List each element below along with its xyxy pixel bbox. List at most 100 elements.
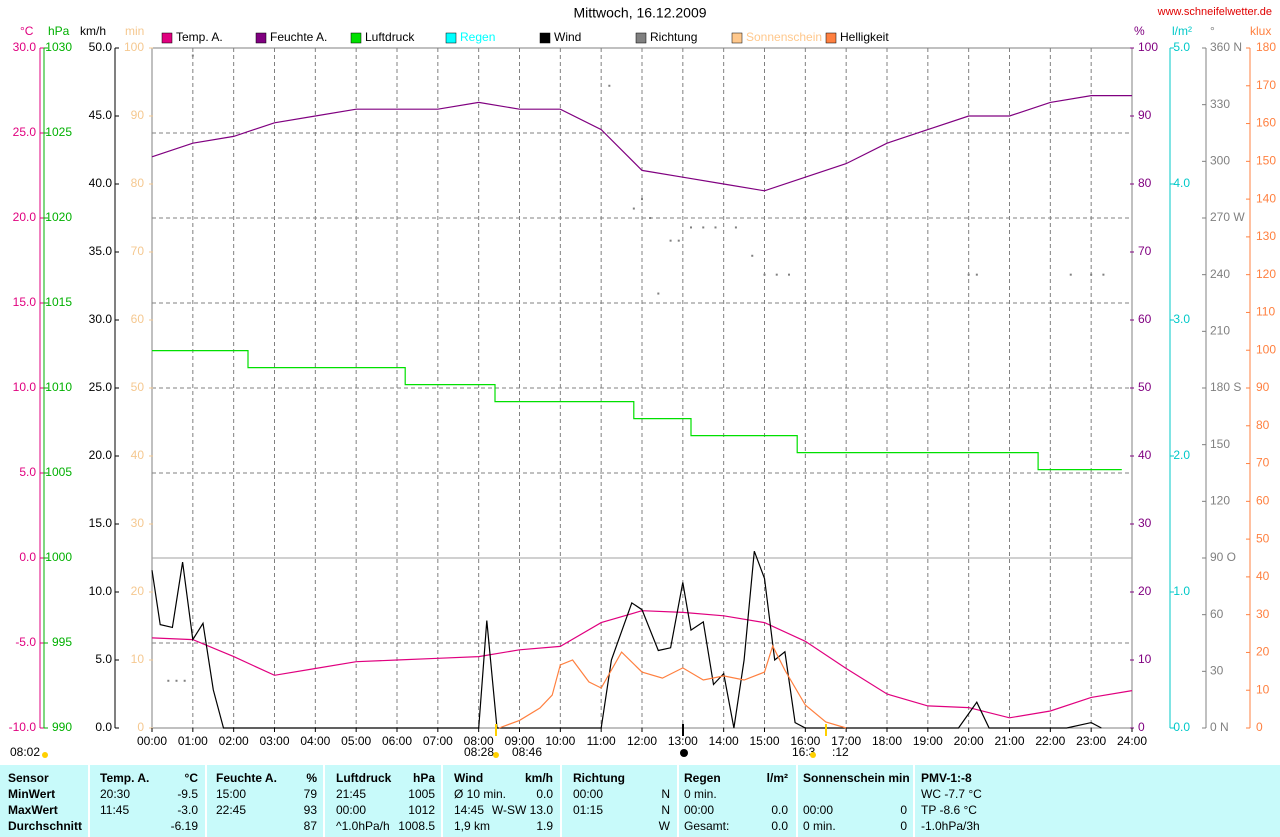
series-line — [152, 350, 1122, 471]
y-tick-label: 30 — [1138, 516, 1152, 530]
legend-swatch — [539, 32, 551, 44]
x-tick-label: 00:00 — [137, 734, 167, 748]
column-separator — [205, 765, 207, 837]
legend-swatch — [825, 32, 837, 44]
table-cell: 0.0 — [771, 803, 788, 817]
y-tick-label: 30 — [1210, 664, 1224, 678]
table-cell: 20:30 — [100, 787, 131, 801]
y-tick-label: 130 — [1256, 229, 1276, 243]
sun-time-label: 16:3 — [792, 745, 816, 759]
y-tick-label: 25.0 — [13, 125, 37, 139]
sun-time-label: 08:28 — [464, 745, 494, 759]
direction-dot — [167, 679, 170, 682]
direction-dot — [175, 679, 178, 682]
y-tick-label: 30.0 — [89, 312, 113, 326]
axis-unit: min — [125, 24, 144, 38]
y-tick-label: 100 — [1138, 40, 1158, 54]
legend-label: Regen — [460, 30, 495, 44]
y-tick-label: 1.0 — [1173, 584, 1190, 598]
y-tick-label: 10.0 — [13, 380, 37, 394]
sun-icon — [810, 752, 816, 758]
y-tick-label: 45.0 — [89, 108, 113, 122]
table-cell: 15:00 — [216, 787, 247, 801]
y-tick-label: 90 O — [1210, 550, 1236, 564]
chart: Mittwoch, 16.12.2009 www.schneifelwetter… — [9, 5, 1277, 759]
direction-dot — [690, 226, 692, 229]
y-tick-label: 10.0 — [89, 584, 113, 598]
direction-dot — [191, 54, 194, 57]
x-tick-label: 23:00 — [1076, 734, 1106, 748]
y-tick-label: 90 — [1256, 380, 1270, 394]
column-separator — [88, 765, 90, 837]
table-cell: 79 — [303, 787, 317, 801]
y-tick-label: 90 — [131, 108, 145, 122]
x-tick-label: 21:00 — [994, 734, 1024, 748]
x-tick-label: 07:00 — [423, 734, 453, 748]
direction-dot — [669, 239, 672, 242]
table-cell: TP -8.6 °C — [921, 803, 977, 817]
direction-dot — [641, 198, 643, 201]
table-cell: MaxWert — [8, 803, 58, 817]
y-tick-label: 10 — [1256, 682, 1270, 696]
y-tick-label: 0 — [1256, 720, 1263, 734]
y-tick-label: 15.0 — [89, 516, 113, 530]
series-line — [498, 644, 847, 729]
table-cell: 00:00 — [803, 803, 834, 817]
y-tick-label: 40 — [131, 448, 145, 462]
y-tick-label: 20.0 — [89, 448, 113, 462]
y-tick-label: -5.0 — [15, 635, 36, 649]
y-tick-label: 140 — [1256, 191, 1276, 205]
y-tick-label: 15.0 — [13, 295, 37, 309]
x-tick-label: 20:00 — [954, 734, 984, 748]
y-tick-label: 0.0 — [1173, 720, 1190, 734]
legend-swatch — [731, 32, 743, 44]
legend-label: Wind — [554, 30, 581, 44]
table-cell: 87 — [303, 819, 317, 833]
y-tick-label: 70 — [1256, 456, 1270, 470]
legend-label: Temp. A. — [176, 30, 223, 44]
table-cell: W-SW 13.0 — [491, 803, 553, 817]
y-tick-label: 0.0 — [95, 720, 112, 734]
y-tick-label: 30 — [131, 516, 145, 530]
table-cell: 00:00 — [684, 803, 715, 817]
direction-dot — [608, 84, 611, 87]
y-tick-label: 300 — [1210, 154, 1230, 168]
x-tick-label: 11:00 — [587, 734, 616, 748]
column-separator — [441, 765, 443, 837]
site-link: www.schneifelwetter.de — [1157, 6, 1272, 18]
table-cell: -9.5 — [177, 787, 198, 801]
table-cell: 0 min. — [803, 819, 836, 833]
y-tick-label: 60 — [1256, 494, 1270, 508]
axis-unit: ° — [1210, 24, 1215, 38]
direction-dot — [763, 273, 766, 276]
direction-dot — [702, 226, 705, 229]
x-tick-label: 12:00 — [627, 734, 657, 748]
legend-swatch — [350, 32, 362, 44]
y-tick-label: 5.0 — [1173, 40, 1190, 54]
table-cell: N — [661, 803, 670, 817]
table-cell: 0 — [900, 819, 907, 833]
table-cell: 00:00 — [573, 787, 604, 801]
direction-dot — [632, 207, 635, 210]
axis-unit: hPa — [48, 24, 70, 38]
x-tick-label: 04:00 — [300, 734, 330, 748]
x-tick-label: 18:00 — [872, 734, 902, 748]
direction-dot — [649, 217, 652, 219]
table-header: PMV-1:-8 — [921, 771, 972, 785]
legend-label: Sonnenschein — [746, 30, 822, 44]
legend-swatch — [255, 32, 267, 44]
y-tick-label: 80 — [131, 176, 145, 190]
table-cell: -3.0 — [177, 803, 198, 817]
y-tick-label: 70 — [131, 244, 145, 258]
direction-dot — [1069, 273, 1072, 276]
table-cell: 21:45 — [336, 787, 367, 801]
y-tick-label: 150 — [1256, 154, 1276, 168]
moon-icon — [680, 749, 688, 757]
table-cell: Ø 10 min. — [454, 787, 507, 801]
y-tick-label: 0 — [1138, 720, 1145, 734]
y-tick-label: 2.0 — [1173, 448, 1190, 462]
y-tick-label: 330 — [1210, 97, 1230, 111]
table-cell: 1012 — [408, 803, 435, 817]
x-tick-label: 15:00 — [749, 734, 779, 748]
table-header: Luftdruck — [336, 771, 392, 785]
